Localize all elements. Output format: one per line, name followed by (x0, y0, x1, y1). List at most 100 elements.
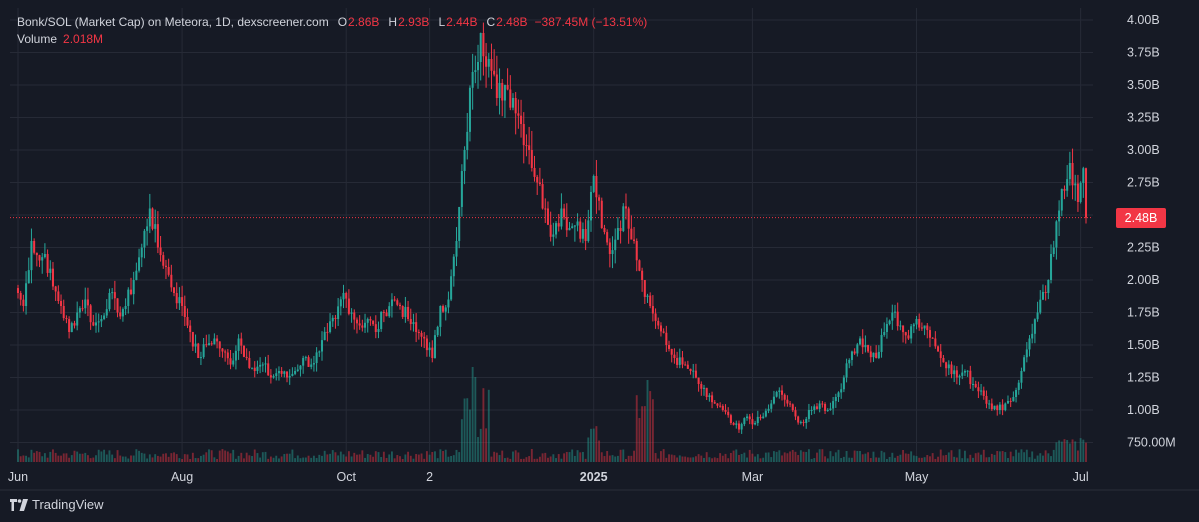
volume-bar (692, 457, 695, 462)
candle-body (608, 242, 611, 254)
candle (135, 262, 138, 281)
candle-body (407, 306, 410, 319)
candle (799, 420, 802, 425)
volume-bar (417, 454, 420, 462)
candle-body (797, 416, 800, 423)
volume-bar (1082, 439, 1085, 462)
candle (27, 257, 30, 284)
volume-bar (536, 458, 539, 462)
volume-bar (146, 458, 149, 462)
candle-body (390, 299, 393, 307)
candle-body (46, 254, 49, 273)
candle-body (329, 321, 332, 332)
candle (729, 413, 732, 425)
volume-bar (175, 454, 178, 462)
candle (837, 391, 840, 402)
volume-bar (474, 377, 477, 462)
candle (33, 238, 36, 255)
candle-body (963, 371, 966, 373)
candle-body (471, 72, 474, 88)
volume-bar (240, 452, 243, 462)
volume-bar (689, 457, 692, 462)
candle-body (565, 217, 568, 231)
volume-bar (662, 449, 665, 462)
volume-bar (1052, 449, 1055, 462)
volume-bar (781, 455, 783, 462)
candle (627, 206, 630, 244)
candle-body (584, 229, 587, 241)
candle-body (813, 406, 816, 410)
tradingview-wordmark: TradingView (32, 497, 104, 512)
price-axis-label: 4.00B (1127, 13, 1160, 27)
candle (390, 293, 393, 318)
volume-bar (234, 458, 237, 462)
volume-bar (342, 454, 345, 462)
candle-body (896, 311, 899, 327)
volume-bar (638, 418, 641, 462)
candle (856, 342, 859, 357)
candle (417, 329, 420, 340)
candle (420, 330, 423, 347)
candle (162, 251, 165, 269)
candle-body (1047, 279, 1050, 293)
candle (713, 400, 716, 404)
volume-bar (369, 454, 372, 462)
volume-bar (30, 449, 33, 462)
candle-body (401, 306, 404, 317)
candle-body (420, 332, 423, 337)
volume-bar (762, 457, 765, 462)
volume-bar (469, 409, 471, 462)
volume-bar (988, 457, 991, 462)
time-axis-label: Jun (8, 470, 28, 484)
candle (807, 403, 810, 423)
candle-body (81, 308, 84, 310)
candle (1082, 166, 1085, 198)
tradingview-logo[interactable]: TradingView (10, 497, 104, 512)
candle (665, 325, 668, 352)
candle-body (861, 338, 864, 348)
candle (16, 284, 20, 299)
time-axis[interactable]: Jun Aug Oct 2 2025 Mar May Jul (8, 470, 1089, 484)
volume-bar (229, 453, 232, 462)
volume-bar (208, 449, 210, 462)
candle (1079, 181, 1082, 204)
candle-body (1025, 349, 1028, 358)
open-label: O (337, 15, 348, 29)
candle-body (802, 421, 805, 423)
volume-bar (232, 449, 235, 462)
candle-body (587, 220, 590, 241)
candle-body (1052, 247, 1055, 255)
candle (705, 387, 708, 400)
symbol-title[interactable]: Bonk/SOL (Market Cap) on Meteora, 1D, de… (17, 15, 329, 29)
candle (312, 355, 315, 372)
volume-bar (598, 440, 601, 462)
candle-body (113, 292, 116, 299)
candle-body (167, 267, 170, 275)
candle-body (912, 324, 915, 327)
volume-bar (415, 454, 418, 462)
candle (127, 287, 130, 314)
volume-bar (716, 458, 719, 462)
candle (183, 295, 186, 327)
volume-bar (412, 458, 415, 462)
volume-bar (213, 457, 216, 462)
volume-bar (224, 450, 227, 462)
candle-body (654, 313, 657, 321)
volume-bar (337, 455, 340, 462)
candle (861, 329, 864, 355)
candle-body (455, 241, 458, 257)
candle (589, 185, 593, 232)
price-axis[interactable]: 4.00B3.75B3.50B3.25B3.00B2.75B2.50B2.25B… (1127, 13, 1176, 450)
volume-bar (961, 458, 964, 462)
candle-body (331, 317, 334, 322)
candle (783, 393, 786, 407)
volume-bar (894, 457, 896, 462)
volume-bar (883, 452, 886, 462)
candle-body (38, 255, 41, 261)
volume-bar (43, 453, 46, 462)
candle-body (536, 176, 539, 183)
candle-body (380, 311, 383, 330)
volume-bar (678, 455, 681, 462)
